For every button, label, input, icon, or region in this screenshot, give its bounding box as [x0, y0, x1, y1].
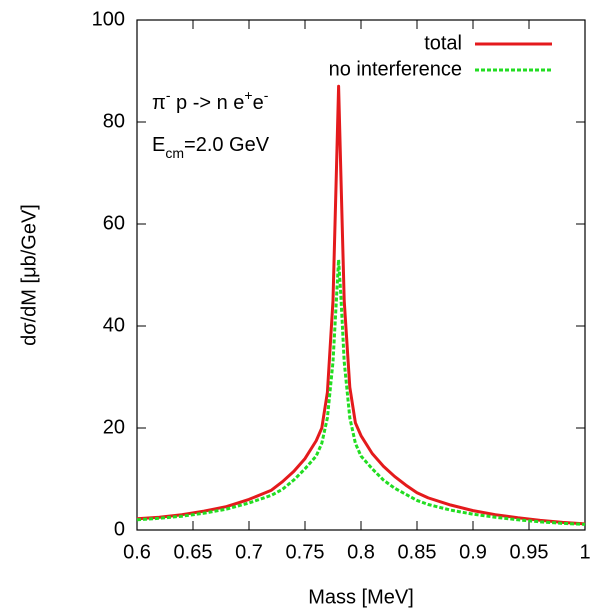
- y-tick-label: 80: [103, 110, 125, 132]
- annotation-part: cm: [165, 145, 184, 161]
- annotation-part: E: [152, 134, 165, 156]
- y-axis-label: dσ/dM [μb/GeV]: [18, 204, 40, 346]
- x-tick-label: 0.95: [510, 541, 549, 563]
- x-axis-label: Mass [MeV]: [308, 586, 414, 608]
- y-tick-label: 60: [103, 212, 125, 234]
- x-tick-label: 0.65: [174, 541, 213, 563]
- y-tick-label: 20: [103, 416, 125, 438]
- annotation: Ecm=2.0 GeV: [152, 134, 270, 160]
- x-tick-label: 0.75: [286, 541, 325, 563]
- annotation-part: e: [253, 92, 264, 114]
- x-tick-label: 0.7: [235, 541, 263, 563]
- annotation: π- p -> n e+e-: [152, 87, 269, 115]
- annotation-part: -: [264, 87, 269, 103]
- x-tick-label: 0.6: [123, 541, 151, 563]
- annotation-part: -: [166, 87, 171, 103]
- y-tick-label: 100: [92, 8, 125, 30]
- x-tick-label: 1: [579, 541, 590, 563]
- x-tick-label: 0.8: [347, 541, 375, 563]
- legend-label: no interference: [329, 58, 462, 80]
- x-tick-label: 0.85: [398, 541, 437, 563]
- series-line: [136, 258, 586, 526]
- annotation-part: +: [244, 87, 252, 103]
- y-tick-label: 40: [103, 314, 125, 336]
- y-tick-label: 0: [114, 518, 125, 540]
- series-line: [136, 84, 586, 526]
- x-tick-label: 0.9: [459, 541, 487, 563]
- annotation-part: π: [152, 92, 166, 114]
- legend-label: total: [424, 32, 462, 54]
- annotation-part: p -> n e: [170, 92, 244, 114]
- annotation-part: =2.0 GeV: [184, 134, 270, 156]
